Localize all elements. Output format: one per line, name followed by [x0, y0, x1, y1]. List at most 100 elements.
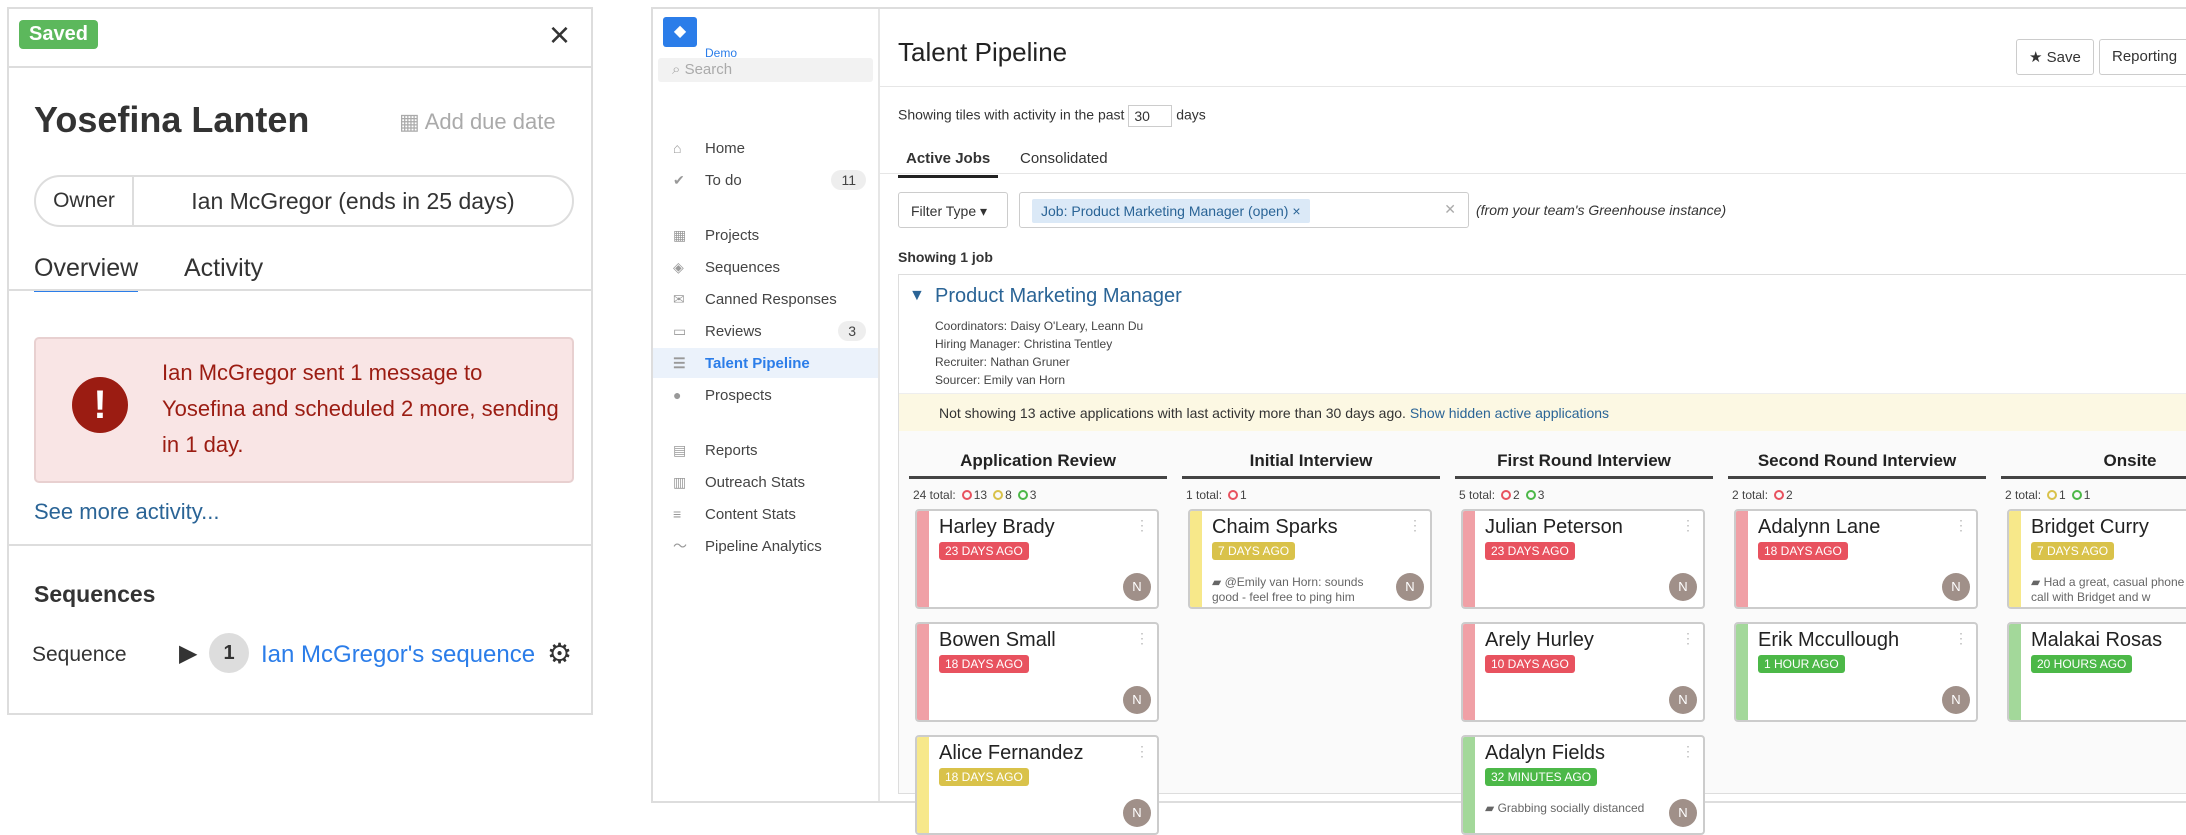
candidate-name: Julian Peterson [1485, 516, 1623, 538]
candidate-card[interactable]: Alice Fernandez 18 DAYS AGO ⋮ N [915, 735, 1159, 835]
tab-overview[interactable]: Overview [34, 254, 139, 292]
sidebar-item-home[interactable]: ⌂ Home [653, 133, 878, 163]
see-more-activity-link[interactable]: See more activity... [34, 499, 220, 524]
sidebar-item-content-stats[interactable]: ≡ Content Stats [653, 499, 878, 529]
status-dot-icon [1774, 490, 1785, 500]
show-hidden-link[interactable]: Show hidden active applications [1409, 405, 1610, 421]
column-title: Initial Interview [1182, 451, 1440, 479]
last-activity-badge: 18 DAYS AGO [1758, 542, 1848, 560]
save-button[interactable]: ★ Save [2016, 39, 2094, 75]
remove-tag-icon[interactable]: × [1292, 203, 1301, 219]
sidebar-item-sequences[interactable]: ◈ Sequences [653, 252, 878, 282]
filter-input[interactable]: Job: Product Marketing Manager (open) × ✕ [1019, 192, 1469, 228]
app-window: ◆ Demo ⌕ Search ⌂ Home ✔ To do 11 ▦ Projects ◈ S… [651, 7, 2186, 835]
more-options-icon[interactable]: ⋮ [1954, 517, 1968, 533]
status-bar [1736, 511, 1748, 607]
sequence-link[interactable]: Ian McGregor's sequence [261, 641, 536, 668]
owner-field[interactable]: Owner Ian McGregor (ends in 25 days) [34, 175, 574, 227]
more-options-icon[interactable]: ⋮ [1954, 630, 1968, 646]
avatar: N [1123, 686, 1151, 714]
reporting-button[interactable]: Reporting [2099, 39, 2186, 75]
play-icon[interactable]: ▶ [179, 640, 198, 667]
sequences-heading: Sequences [34, 581, 156, 607]
candidate-name: Bridget Curry [2031, 516, 2149, 538]
avatar: N [1669, 573, 1697, 601]
note-text: ▰ @Emily van Horn: sounds good - feel fr… [1212, 575, 1382, 605]
job-title[interactable]: Product Marketing Manager [935, 285, 1182, 307]
sidebar-item-label: Projects [705, 226, 760, 244]
tab-activity[interactable]: Activity [184, 254, 264, 282]
search-icon: ⌕ [672, 61, 685, 78]
check-icon: ✔ [673, 171, 685, 188]
status-dot-icon [1525, 490, 1536, 500]
divider [9, 66, 591, 68]
filter-tag[interactable]: Job: Product Marketing Manager (open) × [1032, 199, 1310, 223]
sidebar-item-reviews[interactable]: ▭ Reviews 3 [653, 316, 878, 346]
column-title: First Round Interview [1455, 451, 1713, 479]
logo-icon[interactable]: ◆ [663, 17, 697, 47]
candidate-name: Alice Fernandez [939, 742, 1084, 764]
divider [880, 173, 2186, 174]
add-due-date-button[interactable]: ▦ Add due date [399, 109, 556, 135]
more-options-icon[interactable]: ⋮ [1135, 517, 1149, 533]
status-bar [1190, 511, 1202, 607]
clear-icon[interactable]: ✕ [1444, 201, 1456, 217]
avatar: N [1942, 573, 1970, 601]
activity-alert: ! Ian McGregor sent 1 message to Yosefina… [34, 337, 574, 483]
sidebar-item-reports[interactable]: ▤ Reports [653, 435, 878, 465]
candidate-card[interactable]: Adalynn Lane 18 DAYS AGO ⋮ N [1734, 509, 1978, 609]
banner-text: Not showing 13 active applications with … [939, 405, 1406, 421]
status-count: 3 [1029, 488, 1037, 502]
activity-suffix: days [1176, 106, 1206, 123]
candidate-name: Harley Brady [939, 516, 1055, 538]
more-options-icon[interactable]: ⋮ [1681, 743, 1695, 759]
last-activity-badge: 23 DAYS AGO [939, 542, 1029, 560]
last-activity-badge: 18 DAYS AGO [939, 655, 1029, 673]
filter-type-label: Filter Type [911, 203, 977, 219]
candidate-card[interactable]: Adalyn Fields 32 MINUTES AGO ⋮ ▰ Grabbing s… [1461, 735, 1705, 835]
candidate-card[interactable]: Chaim Sparks 7 DAYS AGO ⋮ ▰ @Emily van Horn… [1188, 509, 1432, 609]
status-count: 3 [1537, 488, 1545, 502]
close-icon[interactable]: × [549, 14, 571, 55]
sidebar-item-label: Home [705, 139, 746, 157]
tab-active-jobs[interactable]: Active Jobs [898, 150, 999, 178]
sidebar-item-canned-responses[interactable]: ✉ Canned Responses [653, 284, 878, 314]
sidebar-item-label: Sequences [705, 258, 781, 276]
status-dot-icon [961, 490, 972, 500]
more-options-icon[interactable]: ⋮ [1681, 630, 1695, 646]
more-options-icon[interactable]: ⋮ [1408, 517, 1422, 533]
more-options-icon[interactable]: ⋮ [1135, 630, 1149, 646]
filter-type-dropdown[interactable]: Filter Type ▾ [898, 192, 1008, 228]
sidebar-item-talent-pipeline[interactable]: ☰ Talent Pipeline [653, 348, 878, 378]
divider [9, 544, 591, 546]
sidebar-item-pipeline-analytics[interactable]: 〜 Pipeline Analytics [653, 531, 878, 561]
sidebar-item-projects[interactable]: ▦ Projects [653, 220, 878, 250]
candidate-card[interactable]: Julian Peterson 23 DAYS AGO ⋮ N [1461, 509, 1705, 609]
candidate-card[interactable]: Bowen Small 18 DAYS AGO ⋮ N [915, 622, 1159, 722]
column-title: Application Review [909, 451, 1167, 479]
status-count: 1 [2083, 488, 2091, 502]
avatar: N [1123, 799, 1151, 827]
more-options-icon[interactable]: ⋮ [1681, 517, 1695, 533]
candidate-card[interactable]: Erik Mccullough 1 HOUR AGO ⋮ N [1734, 622, 1978, 722]
avatar: N [1669, 686, 1697, 714]
activity-filter: Showing tiles with activity in the past … [898, 105, 1206, 127]
search-input[interactable]: ⌕ Search [658, 58, 873, 82]
column-totals: 1 total: 1 [1186, 488, 1247, 502]
candidate-card[interactable]: Harley Brady 23 DAYS AGO ⋮ N [915, 509, 1159, 609]
activity-days-input[interactable]: 30 [1128, 105, 1173, 127]
column-title: Onsite [2001, 451, 2186, 479]
gear-icon[interactable]: ⚙ [547, 638, 573, 669]
last-activity-badge: 18 DAYS AGO [939, 768, 1029, 786]
candidate-card[interactable]: Arely Hurley 10 DAYS AGO ⋮ N [1461, 622, 1705, 722]
search-placeholder: Search [684, 61, 733, 78]
sidebar-item-prospects[interactable]: ● Prospects [653, 380, 878, 410]
status-bar [917, 511, 929, 607]
more-options-icon[interactable]: ⋮ [1135, 743, 1149, 759]
sidebar-item-to-do[interactable]: ✔ To do 11 [653, 165, 878, 195]
collapse-icon[interactable]: ▼ [909, 287, 925, 304]
sidebar-item-outreach-stats[interactable]: ▥ Outreach Stats [653, 467, 878, 497]
tab-consolidated[interactable]: Consolidated [1020, 150, 1108, 167]
